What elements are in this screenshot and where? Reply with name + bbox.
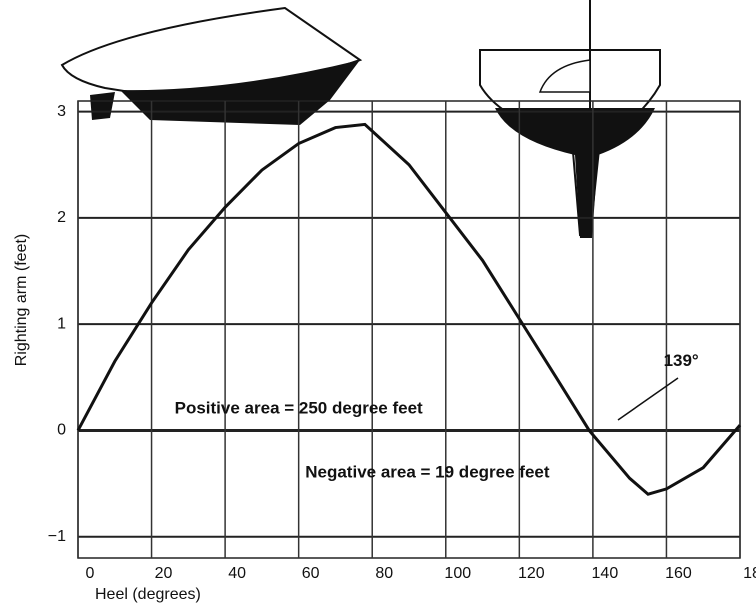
annotation: Positive area = 250 degree feet — [175, 399, 423, 418]
annotation-leader — [618, 378, 678, 420]
x-tick-label: 120 — [518, 565, 545, 582]
y-tick-label: 2 — [57, 209, 66, 226]
x-tick-label: 40 — [228, 565, 246, 582]
x-tick-label: 20 — [155, 565, 173, 582]
x-tick-label: 160 — [665, 565, 692, 582]
x-tick-label: 80 — [375, 565, 393, 582]
annotation: 139° — [664, 351, 699, 370]
y-tick-label: 0 — [57, 422, 66, 439]
y-tick-label: 3 — [57, 103, 66, 120]
x-tick-label: 60 — [302, 565, 320, 582]
chart: Righting arm (feet) Heel (degrees) −1012… — [0, 0, 756, 608]
x-tick-label: 0 — [86, 565, 95, 582]
curve — [78, 124, 740, 494]
y-tick-label: 1 — [57, 315, 66, 332]
x-tick-label: 18 — [743, 565, 756, 582]
y-tick-label: −1 — [48, 528, 66, 545]
x-axis-title: Heel (degrees) — [95, 586, 201, 603]
y-axis-title: Righting arm (feet) — [13, 234, 30, 367]
x-tick-label: 140 — [592, 565, 619, 582]
x-tick-label: 100 — [444, 565, 471, 582]
annotation: Negative area = 19 degree feet — [305, 462, 550, 481]
